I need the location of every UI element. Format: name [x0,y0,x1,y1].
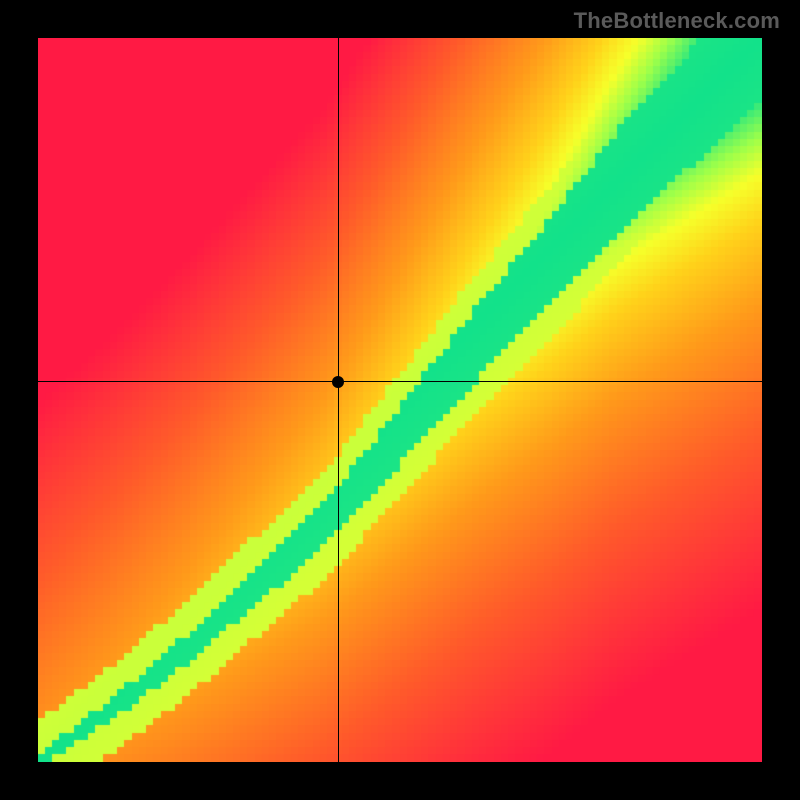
crosshair-vertical [338,38,339,762]
watermark-text: TheBottleneck.com [574,8,780,34]
chart-container: TheBottleneck.com [0,0,800,800]
heatmap-canvas [38,38,762,762]
data-point-marker [332,376,344,388]
crosshair-horizontal [38,381,762,382]
